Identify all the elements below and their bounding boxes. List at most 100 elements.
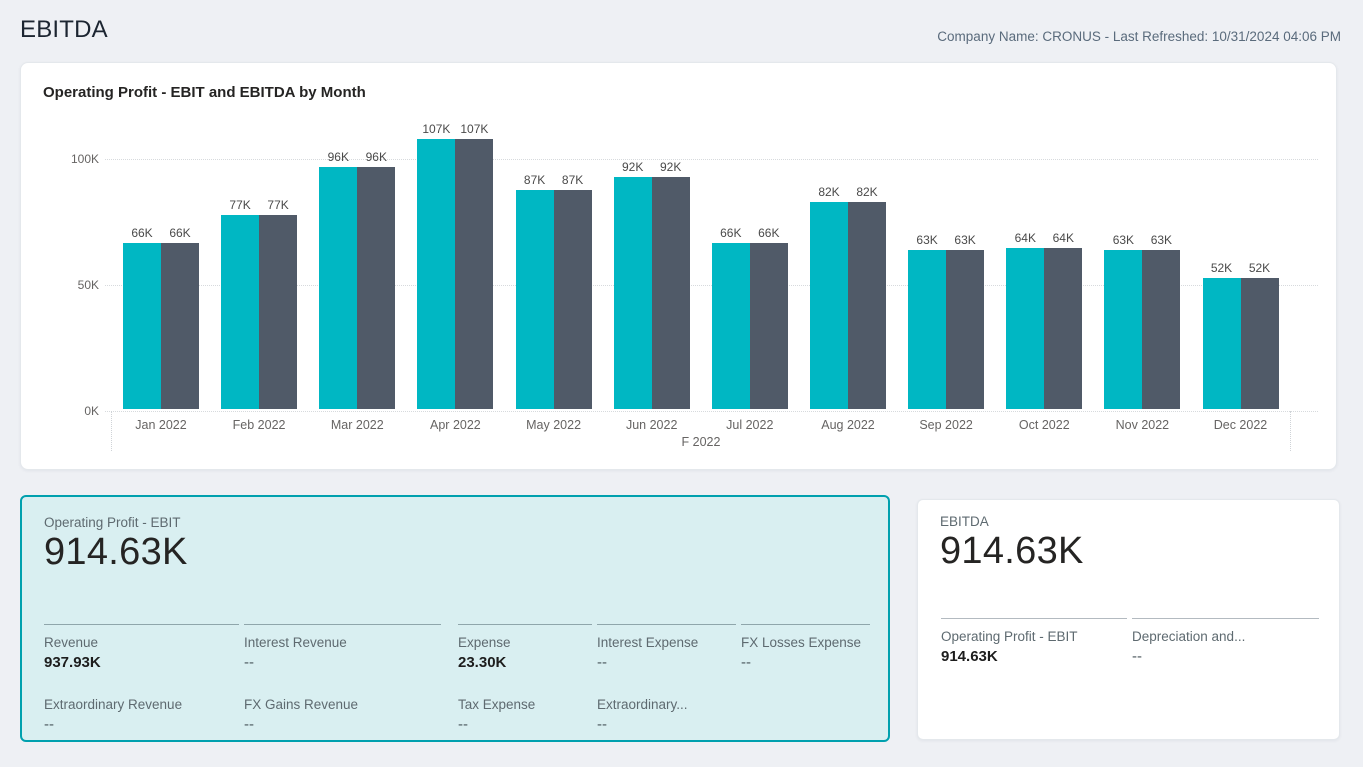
kpi-card-ebitda[interactable]: EBITDA 914.63K Operating Profit - EBIT 91… xyxy=(917,499,1340,740)
chart-visual-card[interactable]: Operating Profit - EBIT and EBITDA by Mo… xyxy=(20,62,1337,470)
field-extraordinary-: Extraordinary... -- xyxy=(597,687,736,733)
bar-ebitda-jun-2022[interactable] xyxy=(651,177,690,409)
x-axis-category-label: Jul 2022 xyxy=(726,418,774,432)
bar-data-label: 63K xyxy=(1112,233,1135,248)
bar-data-label: 52K xyxy=(1248,261,1271,275)
bar-data-label: 87K xyxy=(523,172,546,187)
gridline-0K xyxy=(105,411,1318,412)
bar-operating-profit-ebit-feb-2022[interactable] xyxy=(221,215,260,409)
bar-group-oct-2022: 64K 64K xyxy=(1006,230,1083,409)
field-value: 914.63K xyxy=(941,648,998,665)
x-axis-category-label: May 2022 xyxy=(526,418,582,432)
bar-group-feb-2022: 77K 77K xyxy=(221,198,298,409)
company-refresh-info: Company Name: CRONUS - Last Refreshed: 1… xyxy=(937,29,1341,44)
x-axis-category-label: Sep 2022 xyxy=(919,418,973,432)
bar-ebitda-nov-2022[interactable] xyxy=(1142,250,1181,409)
field-interest-revenue: Interest Revenue -- xyxy=(244,624,441,671)
field-value: -- xyxy=(741,654,751,671)
bar-data-label: 92K xyxy=(622,160,644,175)
bar-ebitda-mar-2022[interactable] xyxy=(357,167,396,409)
field-label: Revenue xyxy=(44,635,99,650)
revenue-field-group: Revenue 937.93K Interest Revenue -- Extraord… xyxy=(44,624,441,733)
gridline-50K xyxy=(105,285,1318,286)
x-axis-boundary-dash xyxy=(111,411,112,451)
bar-ebitda-oct-2022[interactable] xyxy=(1044,247,1083,409)
bar-data-label: 96K xyxy=(365,150,387,165)
bar-operating-profit-ebit-apr-2022[interactable] xyxy=(417,139,456,409)
x-axis-category-label: Dec 2022 xyxy=(1213,418,1268,432)
bar-group-may-2022: 87K 87K xyxy=(515,172,592,409)
bar-data-label: 107K xyxy=(422,122,451,137)
kpi-card-title: EBITDA xyxy=(940,514,989,529)
bar-operating-profit-ebit-aug-2022[interactable] xyxy=(810,202,848,409)
x-axis-category-label: Aug 2022 xyxy=(821,418,875,432)
chart-title: Operating Profit - EBIT and EBITDA by Mo… xyxy=(43,84,366,101)
field-label: FX Losses Expense xyxy=(741,635,862,650)
bar-ebitda-jul-2022[interactable] xyxy=(749,242,788,409)
field-row: Tax Expense -- Extraordinary... -- xyxy=(458,687,870,733)
field-extraordinary-revenue: Extraordinary Revenue -- xyxy=(44,687,239,733)
bar-group-jan-2022: 66K 66K xyxy=(123,226,199,409)
field-row: Revenue 937.93K Interest Revenue -- xyxy=(44,624,441,671)
field-row: Extraordinary Revenue -- FX Gains Revenue -… xyxy=(44,687,441,733)
bar-data-label: 64K xyxy=(1014,230,1036,245)
bar-data-label: 82K xyxy=(856,185,878,200)
bar-ebitda-aug-2022[interactable] xyxy=(848,202,886,409)
bar-operating-profit-ebit-may-2022[interactable] xyxy=(515,189,554,409)
bar-data-label: 96K xyxy=(327,150,349,165)
bar-data-label: 66K xyxy=(720,225,742,240)
kpi-card-value: 914.63K xyxy=(44,531,188,573)
bar-ebitda-feb-2022[interactable] xyxy=(259,215,298,409)
x-axis-category-label: Oct 2022 xyxy=(1018,418,1070,432)
bar-ebitda-sep-2022[interactable] xyxy=(946,250,985,409)
bar-group-aug-2022: 82K 82K xyxy=(810,185,886,409)
field-label: Interest Expense xyxy=(597,635,699,650)
field-label: Expense xyxy=(458,635,511,650)
bar-data-label: 63K xyxy=(916,233,938,248)
bar-operating-profit-ebit-oct-2022[interactable] xyxy=(1006,247,1045,409)
bar-operating-profit-ebit-jan-2022[interactable] xyxy=(123,242,161,409)
bar-operating-profit-ebit-nov-2022[interactable] xyxy=(1104,250,1143,409)
bar-ebitda-jan-2022[interactable] xyxy=(161,242,199,409)
field-depreciation-and-: Depreciation and... -- xyxy=(1132,618,1319,665)
field-value: -- xyxy=(597,716,607,733)
field-label: Extraordinary Revenue xyxy=(44,697,183,712)
x-axis-category-label: Jan 2022 xyxy=(135,418,187,432)
field-label: Tax Expense xyxy=(458,697,536,712)
field-label: FX Gains Revenue xyxy=(244,697,359,712)
field-label: Extraordinary... xyxy=(597,697,688,712)
bar-data-label: 63K xyxy=(954,233,976,248)
bar-data-label: 77K xyxy=(267,198,289,212)
y-axis-tick: 0K xyxy=(84,404,99,418)
field-fx-gains-revenue: FX Gains Revenue -- xyxy=(244,687,441,733)
bar-ebitda-may-2022[interactable] xyxy=(553,189,592,409)
bar-data-label: 66K xyxy=(131,225,153,240)
bar-data-label: 63K xyxy=(1150,233,1173,248)
bar-data-label: 52K xyxy=(1210,261,1233,275)
field-operating-profit-ebit: Operating Profit - EBIT 914.63K xyxy=(941,618,1127,665)
bar-data-label: 87K xyxy=(561,172,584,187)
field-value: -- xyxy=(44,716,54,733)
field-revenue: Revenue 937.93K xyxy=(44,624,239,671)
x-axis-boundary-dash xyxy=(1290,411,1291,451)
field-value: 937.93K xyxy=(44,654,101,671)
bar-operating-profit-ebit-sep-2022[interactable] xyxy=(908,250,947,409)
bar-data-label: 82K xyxy=(818,185,840,200)
bar-ebitda-dec-2022[interactable] xyxy=(1240,278,1279,409)
kpi-card-operating-profit-ebit[interactable]: Operating Profit - EBIT 914.63K Revenue 9… xyxy=(20,495,890,742)
bar-operating-profit-ebit-dec-2022[interactable] xyxy=(1202,278,1241,409)
x-axis-category-label: Feb 2022 xyxy=(232,418,286,432)
field-label: Depreciation and... xyxy=(1132,629,1246,644)
bar-operating-profit-ebit-mar-2022[interactable] xyxy=(319,167,358,409)
field-label: Operating Profit - EBIT xyxy=(941,629,1078,644)
bar-group-jul-2022: 66K 66K xyxy=(711,225,788,409)
bar-operating-profit-ebit-jun-2022[interactable] xyxy=(613,177,652,409)
bar-data-label: 92K xyxy=(660,160,682,175)
bar-group-jun-2022: 92K 92K xyxy=(613,160,690,409)
bar-ebitda-apr-2022[interactable] xyxy=(455,139,494,409)
bar-group-nov-2022: 63K 63K xyxy=(1104,233,1181,409)
field-row: Operating Profit - EBIT 914.63K Depreciati… xyxy=(941,618,1319,665)
bar-data-label: 77K xyxy=(229,198,251,212)
bar-operating-profit-ebit-jul-2022[interactable] xyxy=(711,242,750,409)
